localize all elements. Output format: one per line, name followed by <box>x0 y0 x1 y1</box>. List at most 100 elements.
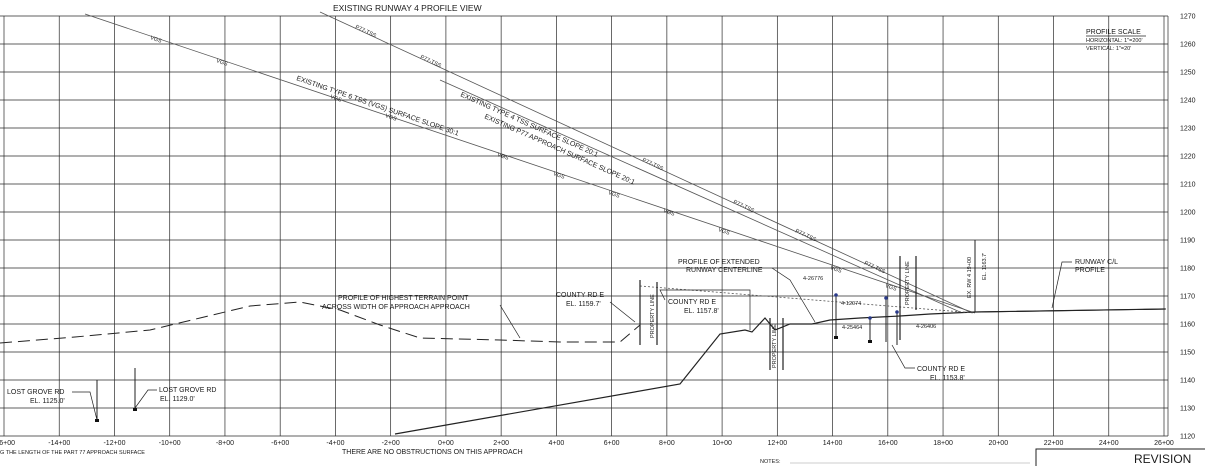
p77-mark: P77-TSS <box>794 228 817 243</box>
obstruction-objects: 4-26776 4-12074 4-25464 4-26406 <box>803 276 936 345</box>
elevation-tick-label: 1220 <box>1180 154 1196 161</box>
station-tick-label: -14+00 <box>48 440 70 447</box>
obstruction-label-2: 4-12074 <box>841 301 861 307</box>
elevation-tick-label: 1200 <box>1180 210 1196 217</box>
extended-centerline-line-2: RUNWAY CENTERLINE <box>686 267 763 274</box>
highest-terrain-annotation: PROFILE OF HIGHEST TERRAIN POINT ACROSS … <box>322 295 521 339</box>
property-line-label: PROPERTY LINE <box>905 261 911 305</box>
highest-terrain-line-1: PROFILE OF HIGHEST TERRAIN POINT <box>338 295 469 302</box>
station-tick-label: 0+00 <box>438 440 454 447</box>
county-rd-e1-line-1: COUNTY RD E <box>556 292 604 299</box>
drawing-title: EXISTING RUNWAY 4 PROFILE VIEW <box>333 3 482 13</box>
vgs-mark: VGS <box>215 58 228 68</box>
station-tick-label: 20+00 <box>988 440 1008 447</box>
runway-cl-line-2: PROFILE <box>1075 267 1105 274</box>
profile-scale-horizontal: HORIZONTAL: 1"=200' <box>1086 38 1143 44</box>
station-tick-label: -16+00 <box>0 440 15 447</box>
elevation-tick-label: 1190 <box>1180 238 1195 245</box>
extended-centerline-line-1: PROFILE OF EXTENDED <box>678 259 760 266</box>
profile-scale-vertical: VERTICAL: 1"=20' <box>1086 46 1131 52</box>
p77-mark: P77-TSS <box>641 157 664 172</box>
property-line-label: PROPERTY LINE <box>772 324 778 368</box>
station-tick-label: 2+00 <box>493 440 509 447</box>
vgs-mark: VGS <box>884 283 897 293</box>
vgs-mark: VGS <box>149 35 162 45</box>
ex-rw-line-2: EL. 1163.7' <box>982 253 988 280</box>
station-tick-label: 8+00 <box>659 440 675 447</box>
revision-block: REVISION <box>1035 448 1205 466</box>
elevation-tick-label: 1210 <box>1180 182 1196 189</box>
station-tick-label: 14+00 <box>823 440 843 447</box>
property-line-label: PROPERTY LINE <box>650 294 656 338</box>
elevation-tick-label: 1260 <box>1180 42 1196 49</box>
runway-cl-line-1: RUNWAY C/L <box>1075 259 1118 266</box>
profile-grid <box>0 15 1169 437</box>
revision-label: REVISION <box>1134 452 1191 466</box>
elevation-tick-label: 1160 <box>1180 322 1195 329</box>
station-tick-label: 10+00 <box>712 440 732 447</box>
vgs-mark: VGS <box>717 227 730 237</box>
station-tick-label: -10+00 <box>159 440 181 447</box>
elevation-tick-label: 1170 <box>1180 294 1195 301</box>
station-tick-label: 6+00 <box>604 440 620 447</box>
elevation-axis-labels: 1270 1260 1250 1240 1230 1220 1210 1200 1190 1180… <box>1180 14 1196 441</box>
no-obstructions-note: THERE ARE NO OBSTRUCTIONS ON THIS APPROA… <box>342 449 523 456</box>
elevation-tick-label: 1250 <box>1180 70 1196 77</box>
station-tick-label: 24+00 <box>1099 440 1119 447</box>
type6-tss-vgs-surface-line <box>84 13 976 314</box>
vgs-mark: VGS <box>607 190 620 200</box>
elevation-tick-label: 1150 <box>1180 350 1195 357</box>
vgs-marks: VGS VGS VGS VGS VGS VGS VGS VGS VGS VGS … <box>149 35 897 293</box>
county-rd-e-annotation-3: COUNTY RD E EL. 1153.8' <box>891 344 965 382</box>
station-tick-label: -2+00 <box>382 440 400 447</box>
vgs-mark: VGS <box>496 152 509 162</box>
lost-grove-rd-annotation-2: LOST GROVE RD EL. 1129.0' <box>133 368 216 411</box>
notes-label: NOTES: <box>760 459 781 465</box>
property-line-2: PROPERTY LINE <box>769 318 784 370</box>
runway-cl-annotation: RUNWAY C/L PROFILE <box>1051 259 1118 309</box>
highest-terrain-profile-line <box>0 301 641 344</box>
vgs-mark: VGS <box>384 113 397 123</box>
extended-centerline-annotation: PROFILE OF EXTENDED RUNWAY CENTERLINE <box>678 259 816 323</box>
vgs-mark: VGS <box>329 94 342 104</box>
elevation-tick-label: 1180 <box>1180 266 1195 273</box>
lost-grove2-line-2: EL. 1129.0' <box>160 396 195 403</box>
lost-grove-rd-annotation-1: LOST GROVE RD EL. 1125.0' <box>7 380 99 422</box>
county-rd-e3-line-2: EL. 1153.8' <box>930 375 965 382</box>
elevation-tick-label: 1140 <box>1180 378 1195 385</box>
county-rd-e-annotation-1: COUNTY RD E EL. 1159.7' <box>556 292 636 323</box>
part77-length-note: G THE LENGTH OF THE PART 77 APPROACH SUR… <box>0 450 145 456</box>
lost-grove2-line-1: LOST GROVE RD <box>159 387 216 394</box>
p77-mark: P77-TSS <box>354 24 377 39</box>
elevation-tick-label: 1230 <box>1180 126 1196 133</box>
station-tick-label: 12+00 <box>767 440 787 447</box>
county-rd-e1-line-2: EL. 1159.7' <box>566 301 601 308</box>
p77-approach-surface-line <box>319 11 971 313</box>
elevation-tick-label: 1120 <box>1180 434 1195 441</box>
station-tick-label: -8+00 <box>216 440 234 447</box>
profile-scale-block: PROFILE SCALE HORIZONTAL: 1"=200' VERTIC… <box>1086 29 1146 52</box>
ex-runway-threshold-marker: EX. RW 4 19+00 EL. 1163.7' <box>967 240 988 312</box>
station-tick-label: 18+00 <box>933 440 953 447</box>
profile-scale-heading: PROFILE SCALE <box>1086 29 1141 36</box>
vgs-mark: VGS <box>662 208 675 218</box>
county-rd-e-annotation-2: COUNTY RD E EL. 1157.8' <box>659 289 751 330</box>
vgs-mark: VGS <box>829 265 842 275</box>
county-rd-e2-line-2: EL. 1157.8' <box>684 308 719 315</box>
type4-tss-surface-line <box>439 79 961 313</box>
elevation-tick-label: 1240 <box>1180 98 1196 105</box>
station-tick-label: -12+00 <box>103 440 125 447</box>
station-tick-label: 4+00 <box>548 440 564 447</box>
station-axis-labels: -16+00 -14+00 -12+00 -10+00 -8+00 -6+00 -4+00 -… <box>0 440 1174 447</box>
property-line-1: PROPERTY LINE <box>639 280 658 345</box>
vgs-mark: VGS <box>552 171 565 181</box>
sight-line <box>639 285 976 314</box>
highest-terrain-line-2: ACROSS WIDTH OF APPROACH APPROACH <box>322 304 470 311</box>
elevation-tick-label: 1270 <box>1180 14 1196 21</box>
county-rd-e3-line-1: COUNTY RD E <box>917 366 965 373</box>
extended-runway-centerline-profile <box>394 308 1166 435</box>
ex-rw-line-1: EX. RW 4 19+00 <box>967 257 973 298</box>
station-tick-label: 22+00 <box>1044 440 1064 447</box>
property-line-3: PROPERTY LINE <box>899 256 917 340</box>
